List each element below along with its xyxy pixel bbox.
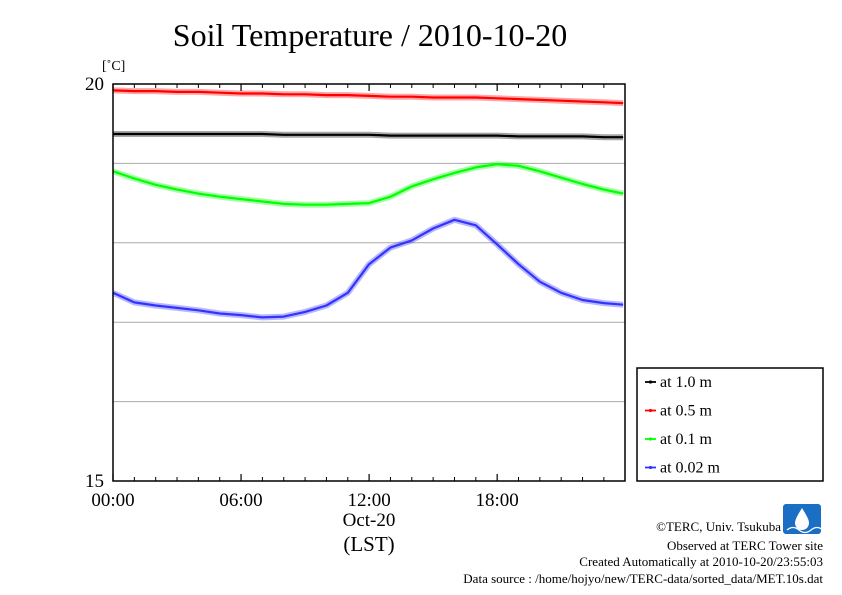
- site-text: Observed at TERC Tower site: [667, 538, 823, 553]
- series-line: [112, 218, 624, 319]
- grid-lines: [113, 162, 625, 403]
- x-tick-label: 00:00: [91, 490, 134, 511]
- y-tick-label: 15: [85, 471, 104, 492]
- x-axis-title: (LST): [343, 532, 394, 556]
- legend-entries: at 1.0 m at 0.5 m at 0.1 m at 0.02 m: [645, 374, 721, 477]
- x-tick-label: 18:00: [476, 490, 519, 511]
- terc-logo: [783, 504, 824, 534]
- date-label: Oct-20: [343, 510, 396, 531]
- source-text: Data source : /home/hojyo/new/TERC-data/…: [463, 571, 823, 586]
- chart-title: Soil Temperature / 2010-10-20: [173, 17, 567, 53]
- x-axis: 00:00 06:00 12:00 18:00: [91, 84, 605, 511]
- plot-frame: [112, 83, 626, 482]
- series-line: [112, 89, 624, 105]
- legend-label: at 0.02 m: [660, 460, 721, 477]
- x-tick-label: 06:00: [219, 490, 262, 511]
- legend-label: at 0.5 m: [660, 403, 713, 420]
- y-tick-label: 20: [85, 74, 104, 95]
- x-tick-label: 12:00: [347, 490, 390, 511]
- y-unit-label: [˚C]: [102, 59, 125, 74]
- series-line: [113, 132, 624, 139]
- legend-label: at 1.0 m: [660, 374, 713, 391]
- series-band: [111, 216, 624, 321]
- legend-marker: [648, 465, 653, 470]
- copyright-text: ©TERC, Univ. Tsukuba: [656, 519, 781, 534]
- legend-box: [636, 367, 824, 482]
- legend-marker: [648, 380, 653, 384]
- legend-label: at 0.1 m: [660, 431, 713, 448]
- series-band: [112, 161, 624, 208]
- series-lines: [111, 87, 624, 321]
- created-text: Created Automatically at 2010-10-20/23:5…: [579, 554, 823, 569]
- legend-marker: [648, 408, 653, 413]
- legend-marker: [648, 437, 653, 441]
- series-line: [112, 163, 624, 206]
